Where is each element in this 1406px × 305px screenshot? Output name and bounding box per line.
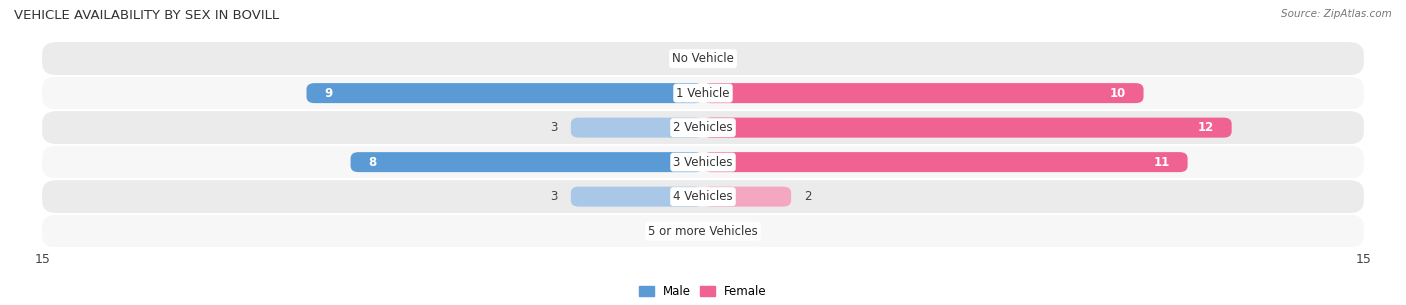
Text: Source: ZipAtlas.com: Source: ZipAtlas.com	[1281, 9, 1392, 19]
Text: 3: 3	[550, 121, 558, 134]
FancyBboxPatch shape	[703, 118, 1232, 138]
Text: 8: 8	[368, 156, 377, 169]
FancyBboxPatch shape	[703, 83, 1143, 103]
FancyBboxPatch shape	[42, 111, 1364, 144]
Legend: Male, Female: Male, Female	[634, 281, 772, 303]
Text: 0: 0	[716, 52, 724, 65]
FancyBboxPatch shape	[571, 187, 703, 206]
FancyBboxPatch shape	[42, 77, 1364, 110]
Text: 2 Vehicles: 2 Vehicles	[673, 121, 733, 134]
Text: No Vehicle: No Vehicle	[672, 52, 734, 65]
FancyBboxPatch shape	[307, 83, 703, 103]
Text: 1 Vehicle: 1 Vehicle	[676, 87, 730, 100]
FancyBboxPatch shape	[703, 187, 792, 206]
Text: 11: 11	[1154, 156, 1170, 169]
FancyBboxPatch shape	[42, 145, 1364, 179]
FancyBboxPatch shape	[42, 180, 1364, 213]
Text: 12: 12	[1198, 121, 1213, 134]
Text: 0: 0	[716, 224, 724, 238]
Text: 0: 0	[682, 52, 690, 65]
FancyBboxPatch shape	[703, 152, 1188, 172]
Text: 5 or more Vehicles: 5 or more Vehicles	[648, 224, 758, 238]
FancyBboxPatch shape	[571, 118, 703, 138]
Text: 3 Vehicles: 3 Vehicles	[673, 156, 733, 169]
Text: 2: 2	[804, 190, 811, 203]
FancyBboxPatch shape	[350, 152, 703, 172]
FancyBboxPatch shape	[42, 214, 1364, 248]
Text: 10: 10	[1109, 87, 1126, 100]
FancyBboxPatch shape	[42, 42, 1364, 75]
Text: 3: 3	[550, 190, 558, 203]
Text: VEHICLE AVAILABILITY BY SEX IN BOVILL: VEHICLE AVAILABILITY BY SEX IN BOVILL	[14, 9, 280, 22]
Text: 9: 9	[325, 87, 332, 100]
Text: 4 Vehicles: 4 Vehicles	[673, 190, 733, 203]
Text: 0: 0	[682, 224, 690, 238]
